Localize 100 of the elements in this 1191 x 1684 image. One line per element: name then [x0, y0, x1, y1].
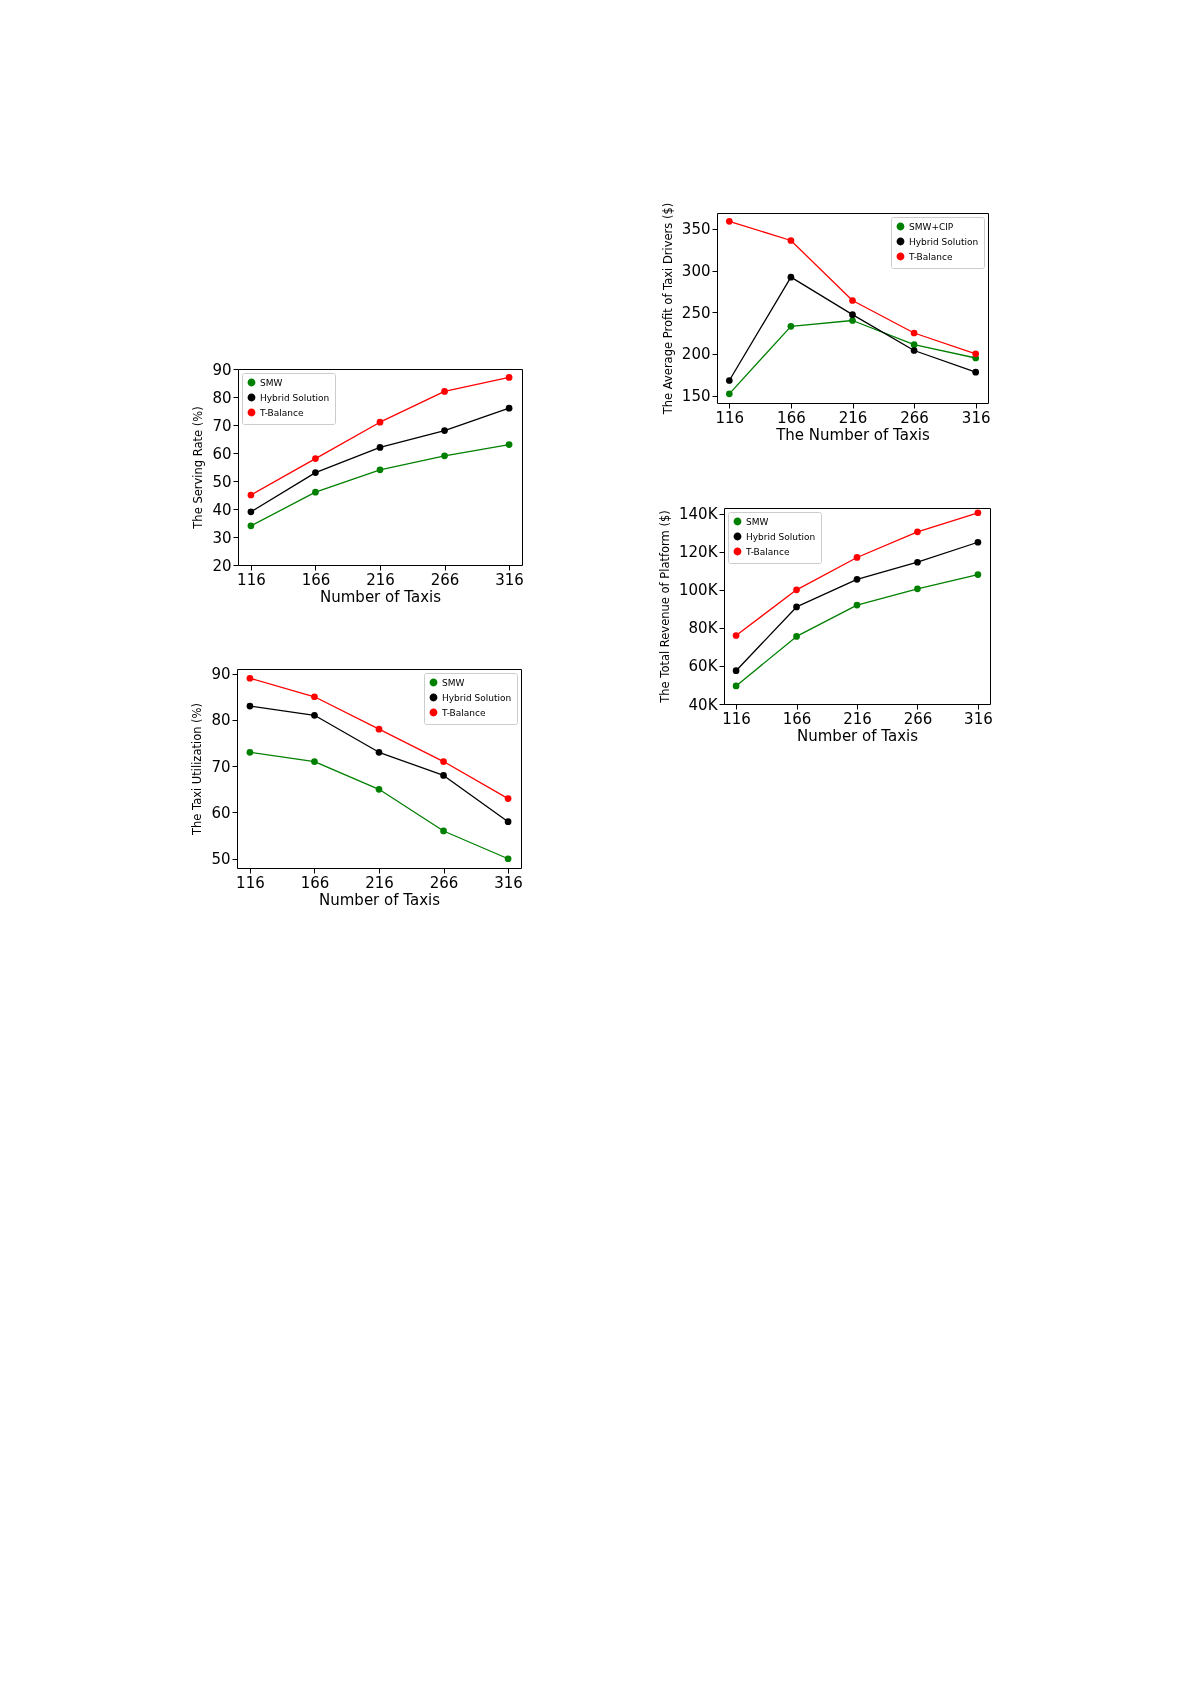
- point: [504, 795, 512, 802]
- legend-label: Hybrid Solution: [260, 392, 330, 403]
- point: [732, 632, 740, 639]
- y-tick-label: 70: [212, 416, 232, 435]
- x-tick-label: 116: [722, 709, 751, 728]
- y-tick-label: 90: [211, 665, 231, 684]
- point: [246, 702, 254, 710]
- point: [311, 711, 318, 719]
- x-tick-label: 216: [365, 873, 394, 892]
- point: [504, 855, 512, 863]
- point: [974, 571, 982, 578]
- y-tick-label: 140K: [679, 505, 719, 524]
- point: [246, 748, 254, 756]
- y-tick-label: 200: [681, 345, 711, 364]
- x-tick-label: 316: [495, 570, 524, 589]
- y-tick-label: 250: [681, 303, 711, 322]
- point: [376, 418, 384, 426]
- point: [793, 633, 800, 640]
- point: [440, 827, 447, 835]
- point: [311, 758, 318, 765]
- point: [247, 522, 255, 530]
- x-tick-label: 216: [838, 408, 868, 427]
- legend-label: SMW: [260, 377, 283, 388]
- y-tick-label: 50: [212, 472, 232, 491]
- point: [849, 311, 856, 319]
- point: [441, 427, 448, 434]
- x-tick-label: 116: [237, 570, 266, 589]
- x-tick-label: 266: [900, 408, 929, 427]
- legend-label: Hybrid Solution: [442, 692, 512, 703]
- x-tick-label: 316: [494, 873, 523, 892]
- point: [312, 469, 319, 476]
- point: [849, 297, 856, 304]
- point: [972, 350, 980, 358]
- point: [972, 368, 980, 376]
- point: [974, 509, 982, 517]
- legend-label: T-Balance: [908, 251, 953, 262]
- y-tick-label: 50: [211, 850, 231, 869]
- point: [849, 317, 856, 324]
- point: [853, 554, 861, 561]
- y-tick-label: 300: [681, 262, 711, 280]
- point: [914, 585, 921, 593]
- x-tick-label: 316: [964, 709, 993, 728]
- point: [247, 508, 255, 516]
- x-tick-label: 166: [301, 570, 331, 589]
- point: [311, 693, 318, 701]
- y-axis-title: The Taxi Utilization (%): [190, 702, 205, 837]
- y-tick-label: 20: [212, 556, 232, 575]
- point: [247, 491, 255, 499]
- point: [376, 466, 384, 474]
- legend-label: Hybrid Solution: [909, 236, 979, 247]
- legend-label: T-Balance: [441, 707, 486, 718]
- x-tick-label: 166: [782, 709, 812, 728]
- y-tick-label: 60K: [688, 657, 719, 676]
- point: [853, 601, 861, 609]
- x-axis-title: Number of Taxis: [320, 587, 442, 606]
- x-axis-title: The Number of Taxis: [775, 425, 930, 444]
- x-tick-label: 266: [430, 570, 460, 589]
- point: [725, 377, 733, 384]
- y-tick-label: 80: [212, 388, 232, 407]
- point: [312, 455, 319, 462]
- y-tick-label: 150: [681, 387, 711, 405]
- x-tick-label: 216: [843, 709, 872, 728]
- legend-label: SMW+CIP: [909, 221, 954, 232]
- point: [793, 586, 800, 594]
- point: [505, 404, 513, 412]
- legend-label: SMW: [746, 516, 769, 527]
- x-tick-label: 266: [429, 873, 459, 892]
- x-tick-label: 266: [903, 709, 933, 728]
- point: [732, 667, 740, 675]
- point: [375, 725, 383, 733]
- x-tick-label: 166: [777, 408, 806, 427]
- y-tick-label: 30: [212, 528, 232, 547]
- point: [440, 772, 447, 779]
- point: [974, 538, 982, 546]
- point: [853, 576, 861, 583]
- x-tick-label: 116: [715, 408, 745, 427]
- point: [910, 341, 918, 349]
- point: [725, 390, 733, 398]
- legend-label: T-Balance: [259, 407, 304, 418]
- y-tick-label: 90: [212, 360, 232, 379]
- point: [914, 558, 921, 566]
- point: [376, 444, 384, 451]
- x-axis-title: Number of Taxis: [319, 890, 441, 909]
- point: [787, 273, 795, 281]
- point: [787, 322, 795, 330]
- y-tick-label: 350: [681, 220, 711, 239]
- point: [441, 452, 448, 460]
- point: [505, 374, 513, 381]
- y-tick-label: 80K: [688, 619, 719, 638]
- point: [440, 758, 447, 765]
- point: [504, 818, 512, 826]
- point: [793, 603, 800, 611]
- point: [246, 674, 254, 682]
- point: [732, 682, 740, 690]
- point: [505, 441, 513, 448]
- y-axis-title: The Total Revenue of Platform ($): [658, 510, 673, 704]
- y-tick-label: 80: [211, 711, 231, 730]
- y-tick-label: 40K: [688, 695, 719, 714]
- legend-label: T-Balance: [745, 546, 790, 557]
- x-tick-label: 166: [300, 873, 330, 892]
